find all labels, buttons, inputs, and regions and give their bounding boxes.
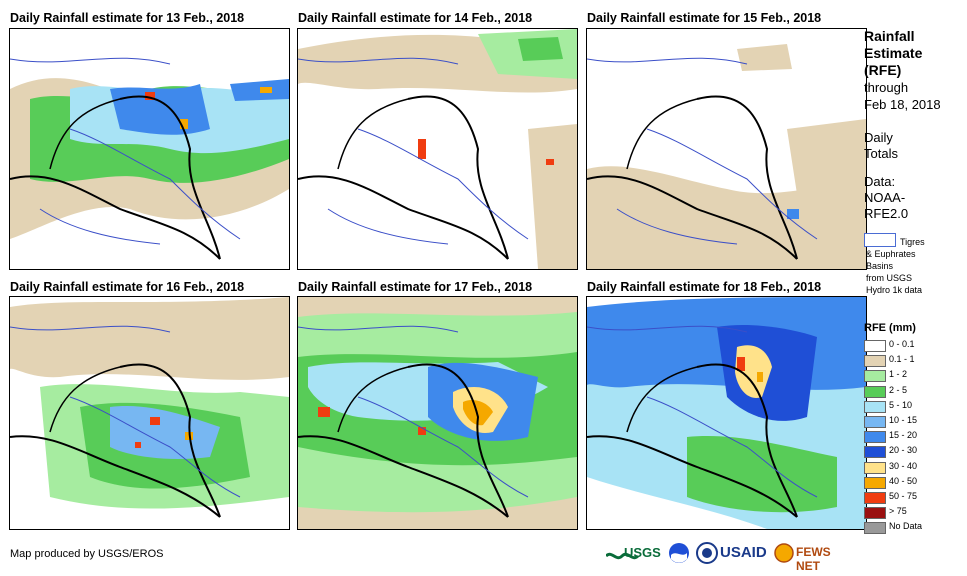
legend-label: 0.1 - 1	[889, 354, 915, 365]
usgs-logo-text: USGS	[624, 545, 661, 560]
legend-swatch	[864, 416, 886, 428]
basin-text-2: & Euphrates	[866, 249, 916, 259]
legend-swatch	[864, 431, 886, 444]
panel-title-14feb: Daily Rainfall estimate for 14 Feb., 201…	[298, 11, 533, 25]
sidebar-through: through	[864, 80, 909, 95]
noaa-logo	[668, 542, 690, 568]
sidebar-date: Feb 18, 2018	[864, 97, 941, 112]
sidebar-daily-totals: Daily Totals	[864, 130, 898, 162]
noaa-logo-icon	[669, 543, 689, 563]
legend-label: 15 - 20	[889, 430, 918, 441]
legend-label: No Data	[889, 521, 923, 532]
legend-swatch	[864, 355, 886, 368]
usaid-logo-text: USAID	[720, 544, 767, 561]
legend-label: 2 - 5	[889, 384, 908, 395]
sidebar-daily: Daily	[864, 130, 893, 145]
legend-swatch	[864, 476, 886, 489]
panel-title-16feb: Daily Rainfall estimate for 16 Feb., 201…	[10, 280, 245, 294]
usaid-logo: USAID	[696, 542, 774, 568]
basin-text-1: Tigres	[900, 237, 925, 247]
panel-title-15feb: Daily Rainfall estimate for 15 Feb., 201…	[587, 11, 822, 25]
legend-title: RFE (mm)	[864, 322, 916, 334]
basin-text-5: Hydro 1k data	[866, 285, 923, 295]
sidebar-title-line2: Estimate	[864, 45, 923, 61]
map-18feb-graphic	[587, 297, 866, 529]
fewsnet-logo: FEWS NET	[774, 542, 854, 573]
legend-label: > 75	[889, 506, 907, 517]
rainfall-map-16feb	[9, 296, 290, 530]
legend-swatch	[864, 370, 886, 383]
map-16feb-graphic	[10, 297, 289, 529]
basin-legend-swatch	[864, 233, 896, 247]
panel-title-13feb: Daily Rainfall estimate for 13 Feb., 201…	[10, 11, 245, 25]
legend-swatch	[864, 400, 886, 413]
credit-text: Map produced by USGS/EROS	[10, 548, 164, 560]
fewsnet-logo-text: FEWS NET	[796, 545, 831, 573]
map-17feb-graphic	[298, 297, 577, 529]
legend-label: 50 - 75	[889, 491, 918, 501]
map-13feb-graphic	[10, 29, 289, 269]
legend-swatch	[864, 492, 886, 504]
legend-swatch	[864, 507, 886, 520]
sidebar-data-label: Data:	[864, 174, 896, 189]
legend-label: 0 - 0.1	[889, 339, 915, 349]
legend-label: 5 - 10	[889, 399, 913, 410]
legend-label: 1 - 2	[889, 369, 908, 380]
sidebar-data-source-2: RFE2.0	[864, 206, 909, 221]
legend-swatch	[864, 522, 886, 535]
rainfall-map-14feb	[297, 28, 578, 270]
legend-swatch	[864, 340, 886, 352]
rainfall-map-15feb	[586, 28, 867, 270]
map-14feb-graphic	[298, 29, 577, 269]
sidebar-data-source-1: NOAA-	[864, 190, 906, 205]
usgs-logo: USGS	[604, 542, 661, 568]
legend-label: 30 - 40	[889, 460, 918, 471]
sidebar-data-source: Data: NOAA- RFE2.0	[864, 174, 908, 222]
basin-text-3: Basins	[866, 261, 894, 271]
rainfall-map-18feb	[586, 296, 867, 530]
legend-label: 40 - 50	[889, 475, 918, 486]
basin-text-4: from USGS	[866, 273, 913, 283]
legend-label: 10 - 15	[889, 415, 918, 425]
usgs-logo-icon	[604, 552, 640, 560]
map-15feb-graphic	[587, 29, 866, 269]
sidebar-title-line3: (RFE)	[864, 62, 902, 78]
rainfall-map-17feb	[297, 296, 578, 530]
usaid-seal-icon	[696, 542, 718, 564]
legend-swatch	[864, 385, 886, 398]
fewsnet-globe-icon	[774, 543, 794, 563]
legend-label: 20 - 30	[889, 445, 918, 456]
legend-swatch	[864, 446, 886, 459]
panel-title-17feb: Daily Rainfall estimate for 17 Feb., 201…	[298, 280, 533, 294]
rainfall-map-13feb	[9, 28, 290, 270]
sidebar-title-line1: Rainfall	[864, 28, 915, 44]
legend-swatch	[864, 461, 886, 474]
sidebar-title: Rainfall Estimate (RFE) through Feb 18, …	[864, 28, 941, 113]
panel-title-18feb: Daily Rainfall estimate for 18 Feb., 201…	[587, 280, 822, 294]
sidebar-totals: Totals	[864, 146, 898, 161]
